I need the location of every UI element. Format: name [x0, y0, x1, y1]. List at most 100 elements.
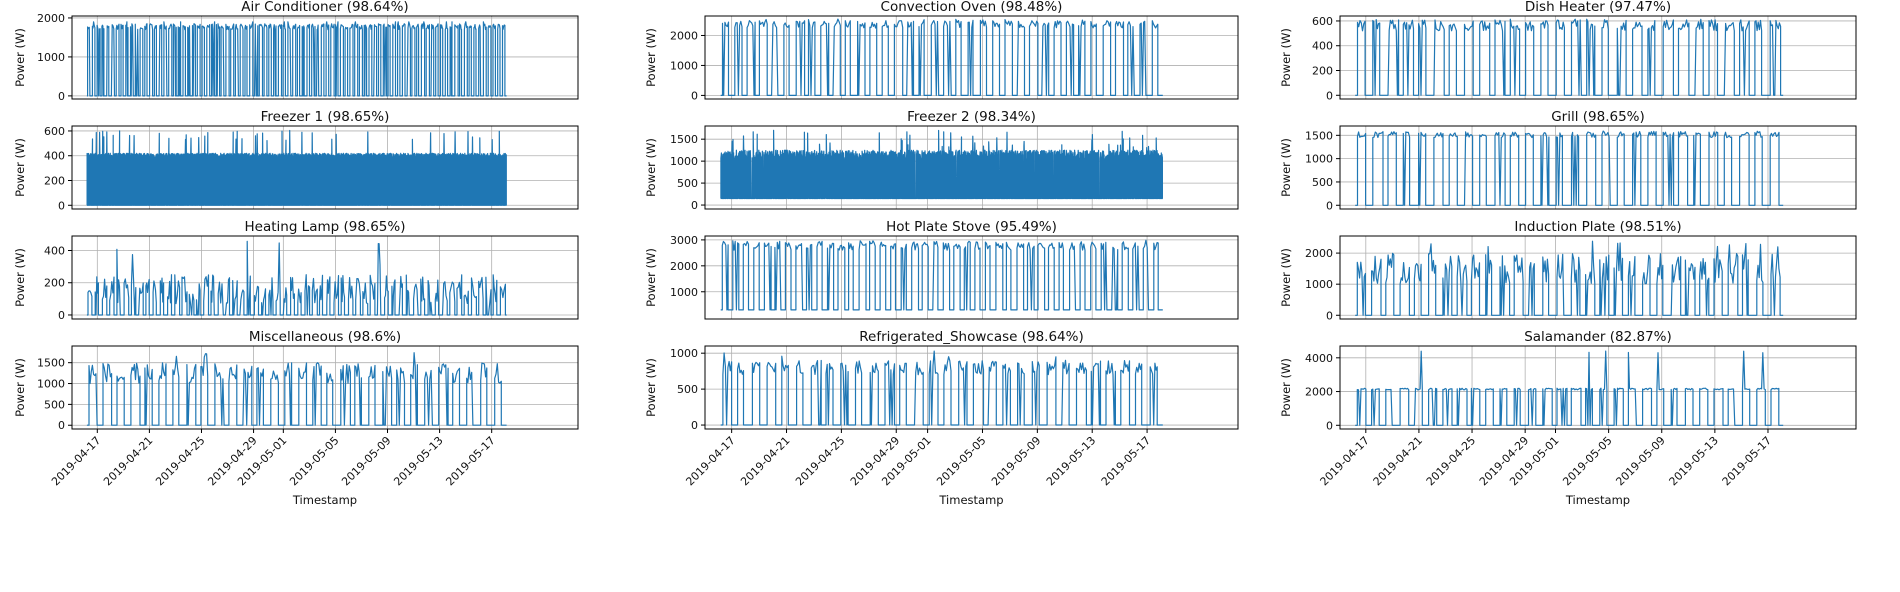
y-tick-label: 600 — [1312, 15, 1333, 28]
x-tick-label: 2019-04-17 — [1318, 434, 1372, 488]
x-axis-label: Timestamp — [1565, 493, 1630, 507]
y-axis-label: Power (W) — [13, 358, 27, 417]
x-tick-label: 2019-05-05 — [1560, 434, 1614, 488]
plot-frame — [704, 15, 1239, 100]
y-tick-label: 1000 — [670, 155, 698, 168]
y-axis-label: Power (W) — [644, 28, 658, 87]
x-tick-label: 2019-04-21 — [738, 434, 792, 488]
series-line — [1355, 18, 1784, 96]
y-tick-label: 0 — [691, 419, 698, 432]
series-line — [86, 21, 507, 97]
plot-frame — [1339, 125, 1857, 210]
chart-title: Refrigerated_Showcase (98.64%) — [859, 329, 1084, 345]
series-line — [86, 129, 507, 206]
chart-title: Freezer 1 (98.65%) — [261, 109, 390, 125]
chart-title: Dish Heater (97.47%) — [1525, 0, 1671, 15]
series-line — [720, 18, 1163, 96]
y-tick-label: 2000 — [670, 29, 698, 42]
x-tick-label: 2019-04-21 — [101, 434, 155, 488]
y-tick-label: 1000 — [37, 378, 65, 391]
x-tick-label: 2019-04-21 — [1371, 434, 1425, 488]
plot-frame — [1339, 235, 1857, 320]
plot-frame — [71, 235, 579, 320]
y-tick-label: 2000 — [1305, 386, 1333, 399]
y-tick-label: 1000 — [670, 347, 698, 360]
chart-title: Induction Plate (98.51%) — [1514, 219, 1681, 235]
y-axis-label: Power (W) — [644, 138, 658, 197]
chart-panel: 0 1000 2000 Air Conditioner (98.64%) Power (… — [13, 0, 579, 103]
y-axis-label: Power (W) — [1279, 28, 1293, 87]
chart-panel: 0 200 400 Heating Lamp (98.65%) Power (W) — [13, 219, 579, 322]
plot-frame — [1339, 15, 1857, 100]
y-axis-label: Power (W) — [1279, 358, 1293, 417]
y-tick-label: 400 — [1312, 40, 1333, 53]
y-tick-label: 0 — [691, 199, 698, 212]
y-axis-label: Power (W) — [1279, 248, 1293, 307]
y-tick-label: 0 — [691, 89, 698, 102]
series-line — [720, 239, 1163, 311]
y-tick-label: 1500 — [37, 357, 65, 370]
x-tick-label: 2019-05-17 — [443, 434, 497, 488]
chart-title: Salamander (82.87%) — [1524, 329, 1672, 345]
series-line — [86, 352, 507, 426]
y-tick-label: 500 — [677, 383, 698, 396]
y-tick-label: 4000 — [1305, 352, 1333, 365]
x-tick-label: 2019-05-09 — [339, 434, 393, 488]
chart-panel: 0 200 400 600 Freezer 1 (98.65%) Power (W) — [13, 109, 579, 212]
y-axis-label: Power (W) — [13, 248, 27, 307]
x-tick-label: 2019-04-25 — [153, 434, 207, 488]
chart-panel: 0 1000 2000 Induction Plate (98.51%) Power (… — [1279, 219, 1857, 322]
y-tick-label: 0 — [1326, 419, 1333, 432]
x-tick-label: 2019-05-17 — [1099, 434, 1153, 488]
chart-title: Hot Plate Stove (95.49%) — [886, 219, 1057, 235]
y-tick-label: 600 — [44, 125, 65, 138]
chart-panel: 0 500 1000 1500 Miscellaneous (98.6%) Power (… — [13, 329, 579, 507]
y-tick-label: 0 — [1326, 309, 1333, 322]
plot-frame — [704, 345, 1239, 430]
chart-title: Grill (98.65%) — [1551, 109, 1645, 125]
chart-panel: 0 500 1000 Refrigerated_Showcase (98.64%) Po… — [644, 329, 1239, 507]
x-axis-label: Timestamp — [938, 493, 1003, 507]
y-tick-label: 200 — [44, 277, 65, 290]
x-tick-label: 2019-05-09 — [1613, 434, 1667, 488]
chart-panel: 1000 2000 3000 Hot Plate Stove (95.49%) Powe… — [644, 219, 1239, 320]
chart-title: Freezer 2 (98.34%) — [907, 109, 1036, 125]
plot-frame — [1339, 345, 1857, 430]
series-line — [1355, 130, 1784, 206]
chart-title: Miscellaneous (98.6%) — [249, 329, 401, 345]
y-tick-label: 2000 — [670, 260, 698, 273]
chart-panel: 0 1000 2000 Convection Oven (98.48%) Power (… — [644, 0, 1239, 102]
y-tick-label: 2000 — [37, 12, 65, 25]
plot-frame — [704, 125, 1239, 210]
series-line — [86, 240, 507, 316]
chart-panel: 0 500 1000 1500 Grill (98.65%) Power (W) — [1279, 109, 1857, 212]
y-tick-label: 400 — [44, 150, 65, 163]
x-tick-label: 2019-04-25 — [793, 434, 847, 488]
y-tick-label: 500 — [677, 177, 698, 190]
y-tick-label: 0 — [58, 309, 65, 322]
y-tick-label: 1000 — [1305, 153, 1333, 166]
y-axis-label: Power (W) — [644, 358, 658, 417]
y-tick-label: 2000 — [1305, 247, 1333, 260]
x-axis-label: Timestamp — [292, 493, 357, 507]
y-tick-label: 0 — [58, 419, 65, 432]
y-tick-label: 400 — [44, 245, 65, 258]
chart-panel: 0 500 1000 1500 Freezer 2 (98.34%) Power (W) — [644, 109, 1239, 212]
y-tick-label: 1500 — [670, 133, 698, 146]
x-tick-label: 2019-05-17 — [1720, 434, 1774, 488]
x-tick-label: 2019-05-09 — [989, 434, 1043, 488]
series-line — [1355, 350, 1784, 426]
x-tick-label: 2019-05-13 — [1044, 434, 1098, 488]
x-tick-label: 2019-05-05 — [287, 434, 341, 488]
y-axis-label: Power (W) — [13, 28, 27, 87]
y-tick-label: 0 — [58, 90, 65, 103]
plot-frame — [71, 125, 579, 210]
chart-title: Heating Lamp (98.65%) — [244, 219, 405, 235]
x-tick-label: 2019-05-13 — [391, 434, 445, 488]
y-tick-label: 0 — [1326, 199, 1333, 212]
x-tick-label: 2019-05-13 — [1667, 434, 1721, 488]
y-tick-label: 3000 — [670, 234, 698, 247]
chart-title: Convection Oven (98.48%) — [881, 0, 1063, 15]
y-tick-label: 1500 — [1305, 129, 1333, 142]
